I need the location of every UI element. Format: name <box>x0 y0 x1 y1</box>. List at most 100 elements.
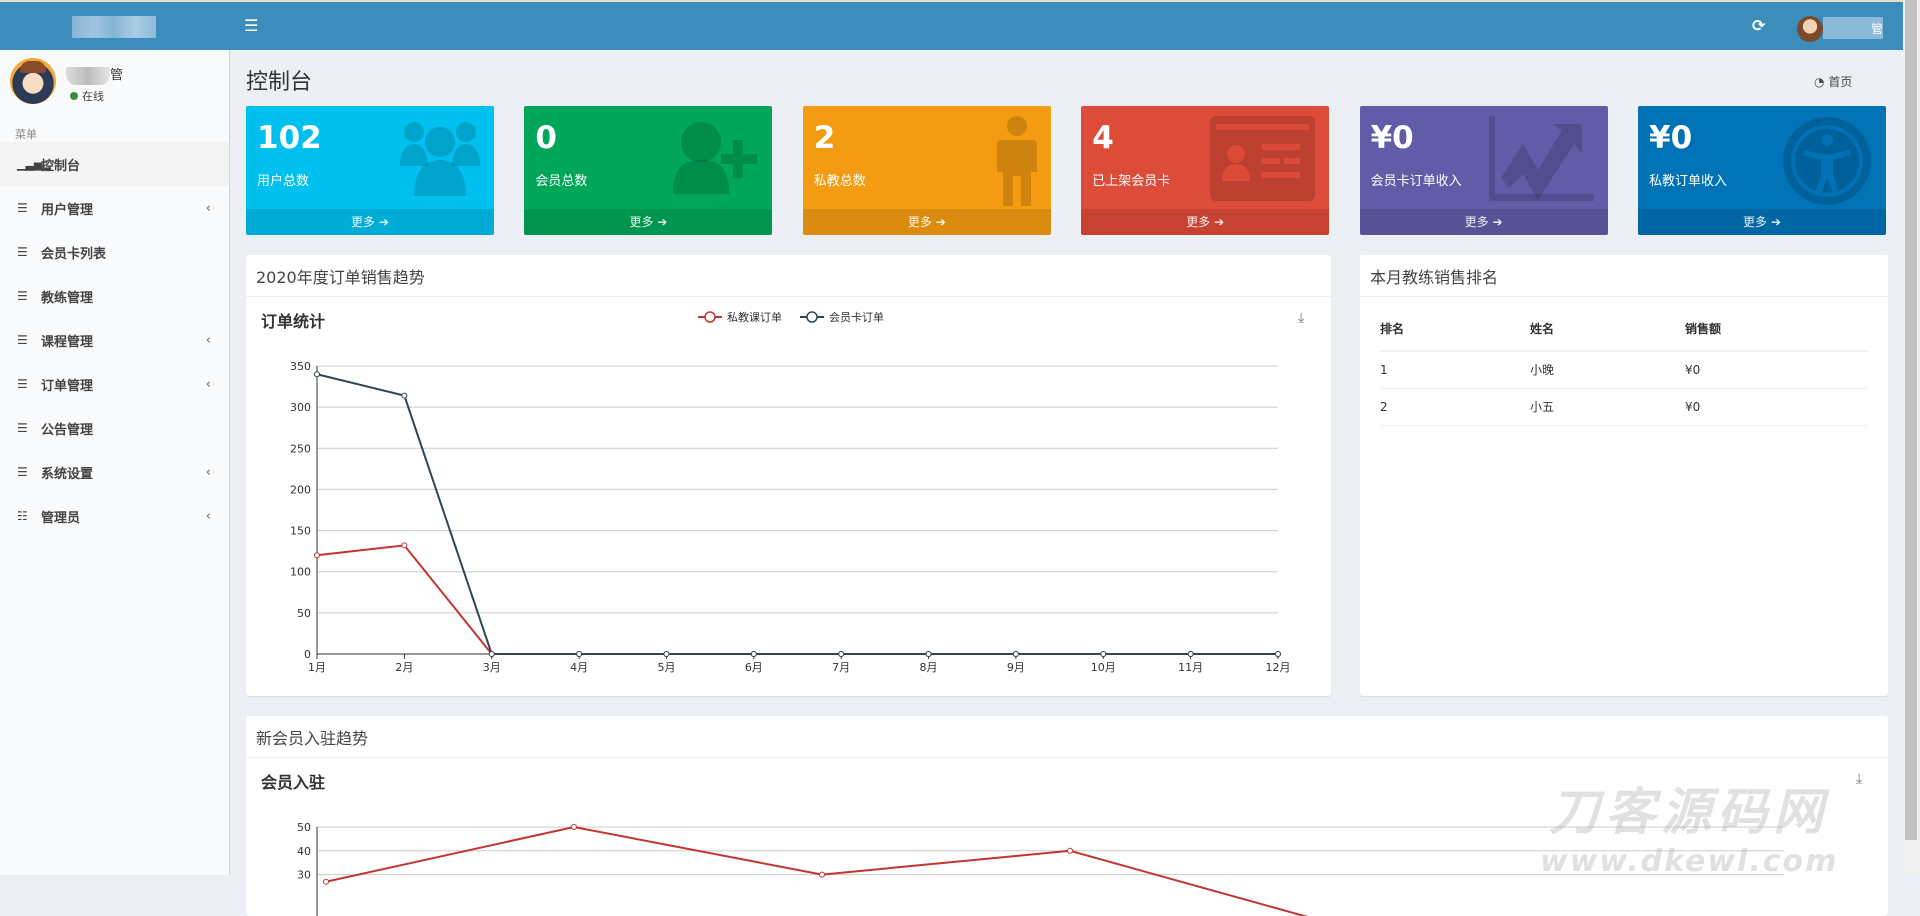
more-link[interactable]: 更多 ➔ <box>1081 209 1330 235</box>
page-title: 控制台 <box>246 70 313 95</box>
chevron-left-icon: ‹ <box>205 332 211 348</box>
user-avatar[interactable] <box>1797 16 1823 42</box>
sidebar-item[interactable]: ☰ 教练管理 <box>0 274 229 318</box>
sidebar-item-label: 课程管理 <box>41 334 94 350</box>
panel-header: 新会员入驻趋势 <box>246 716 1888 758</box>
arrow-circle-right-icon: ➔ <box>378 215 389 229</box>
panel-header: 本月教练销售排名 <box>1360 255 1888 297</box>
y-tick-label: 150 <box>290 525 311 538</box>
sidebar-item-label: 订单管理 <box>41 378 94 394</box>
y-tick-label: 0 <box>304 648 311 661</box>
x-tick-label: 1月 <box>308 661 326 674</box>
x-tick-label: 7月 <box>832 661 850 674</box>
stat-value: ¥0 <box>1370 120 1414 156</box>
arrow-circle-right-icon: ➔ <box>1214 215 1225 229</box>
stat-label: 会员卡订单收入 <box>1370 174 1462 189</box>
stat-box: ¥0 私教订单收入更多 ➔ <box>1638 106 1886 235</box>
sidebar-item-label: 公告管理 <box>41 422 94 438</box>
sidebar-item[interactable]: ☰ 会员卡列表 <box>0 230 229 274</box>
download-icon[interactable]: ⤓ <box>1298 310 1305 326</box>
stat-box: 0 会员总数 更多 ➔ <box>524 106 773 235</box>
data-point <box>401 392 408 399</box>
x-tick-label: 11月 <box>1178 661 1203 674</box>
x-tick-label: 6月 <box>745 661 763 674</box>
arrow-circle-right-icon: ➔ <box>1770 215 1781 229</box>
sidebar-item[interactable]: ▁▃▅▂ 控制台 <box>0 142 229 186</box>
more-link[interactable]: 更多 ➔ <box>524 209 773 235</box>
hamburger-icon[interactable]: ☰ <box>244 16 259 35</box>
sidebar-item-label: 会员卡列表 <box>41 246 107 262</box>
download-icon[interactable]: ⤓ <box>1856 771 1863 787</box>
y-tick-label: 300 <box>290 401 311 414</box>
sidebar-item[interactable]: ☰ 课程管理 ‹ <box>0 318 229 362</box>
sidebar-user-name: 管 <box>66 64 123 85</box>
sidebar-item[interactable]: ☰ 订单管理 ‹ <box>0 362 229 406</box>
list-icon: ☰ <box>17 421 28 435</box>
more-link[interactable]: 更多 ➔ <box>1638 209 1886 235</box>
stat-value: 2 <box>813 120 836 156</box>
data-point <box>323 878 329 885</box>
data-point <box>576 651 583 657</box>
stat-label: 私教订单收入 <box>1649 174 1728 189</box>
panel-header: 2020年度订单销售趋势 <box>246 255 1331 297</box>
stat-box: 2 私教总数更多 ➔ <box>802 106 1051 235</box>
list-icon: ☰ <box>17 201 28 215</box>
sidebar-item-label: 管理员 <box>41 510 81 526</box>
y-tick-label: 250 <box>290 442 311 455</box>
sidebar-item[interactable]: ☰ 公告管理 <box>0 406 229 450</box>
column-header: 排名 <box>1380 307 1530 352</box>
chevron-left-icon: ‹ <box>205 464 211 480</box>
stat-value: ¥0 <box>1649 120 1693 156</box>
ranking-table: 排名 姓名 销售额 1 小晚 ¥0 2 小五 ¥0 <box>1380 307 1868 426</box>
chevron-left-icon: ‹ <box>205 376 211 392</box>
x-tick-label: 9月 <box>1007 661 1025 674</box>
refresh-icon[interactable]: ⟳ <box>1752 16 1766 35</box>
x-tick-label: 8月 <box>920 661 938 674</box>
logo[interactable] <box>72 16 156 38</box>
table-row: 1 小晚 ¥0 <box>1380 351 1868 389</box>
data-point <box>1100 651 1107 657</box>
stat-box: ¥0 会员卡订单收入更多 ➔ <box>1359 106 1608 235</box>
y-tick-label: 200 <box>290 483 311 496</box>
list-icon: ☰ <box>17 289 28 303</box>
chevron-left-icon: ‹ <box>205 508 211 524</box>
user-name[interactable]: 管 <box>1823 17 1883 39</box>
table-row: 2 小五 ¥0 <box>1380 388 1868 426</box>
data-point <box>838 651 845 657</box>
stat-box: 4 已上架会员卡 更多 ➔ <box>1081 106 1330 235</box>
sidebar-item[interactable]: ☰ 用户管理 ‹ <box>0 186 229 230</box>
series-line <box>316 373 1278 655</box>
more-link[interactable]: 更多 ➔ <box>802 209 1051 235</box>
data-point <box>1275 651 1281 657</box>
online-status: 在线 <box>70 88 104 104</box>
stat-value: 102 <box>257 120 322 156</box>
sidebar-item[interactable]: ☰ 系统设置 ‹ <box>0 450 229 494</box>
avatar <box>10 58 56 104</box>
more-link[interactable]: 更多 ➔ <box>1359 209 1608 235</box>
column-header: 销售额 <box>1685 307 1868 352</box>
stat-label: 私教总数 <box>813 174 866 189</box>
arrow-circle-right-icon: ➔ <box>657 215 668 229</box>
breadcrumb[interactable]: ◔ 首页 <box>1814 75 1853 89</box>
chevron-left-icon: ‹ <box>205 200 211 216</box>
data-point <box>1187 651 1194 657</box>
sidebar-item[interactable]: ☷ 管理员 ‹ <box>0 494 229 538</box>
y-tick-label: 100 <box>290 566 311 579</box>
data-point <box>1012 651 1019 657</box>
y-tick-label: 50 <box>297 607 311 620</box>
data-point <box>571 824 577 830</box>
bar-chart-icon: ▁▃▅▂ <box>17 158 51 171</box>
orders-line-chart: 0 50 100 150 200 250 300 350 1月 2月 3月 4月 5月 6月 7月 8月 9月 1… <box>290 311 1291 674</box>
more-link[interactable]: 更多 ➔ <box>246 209 494 235</box>
column-header: 姓名 <box>1530 307 1685 352</box>
stat-label: 会员总数 <box>535 174 588 189</box>
list-icon: ☰ <box>17 377 28 391</box>
series-line <box>325 825 1309 916</box>
coach-ranking-panel: 本月教练销售排名 排名 姓名 销售额 1 小晚 ¥0 2 小五 ¥0 <box>1360 255 1888 696</box>
sidebar-item-label: 控制台 <box>41 158 81 174</box>
scrollbar-thumb[interactable] <box>1905 0 1917 840</box>
table-cell: 小晚 <box>1530 351 1685 389</box>
x-tick-label: 4月 <box>570 661 588 674</box>
sidebar-nav: ▁▃▅▂ 控制台 ☰ 用户管理 ‹ ☰ 会员卡列表 ☰ 教练管理 ☰ 课程管理 ‹ ☰ 订单管理 ‹ ☰ 公告管… <box>0 142 229 538</box>
stat-box: 102 用户总数 更多 ➔ <box>246 106 494 235</box>
